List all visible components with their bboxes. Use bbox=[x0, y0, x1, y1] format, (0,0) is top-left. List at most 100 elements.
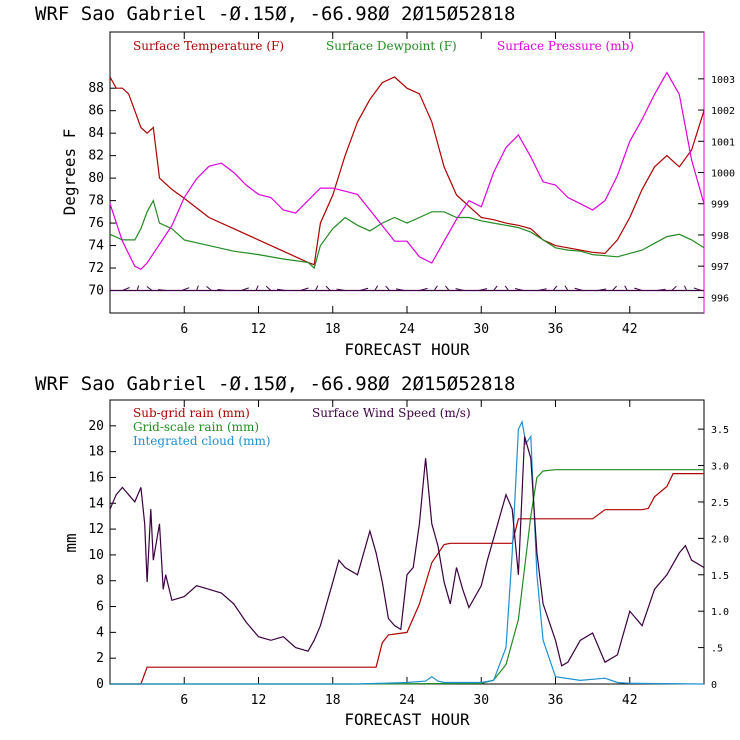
wind-barb bbox=[478, 288, 488, 292]
y-tick-label: 0 bbox=[96, 677, 104, 692]
y-tick-label: 16 bbox=[88, 470, 104, 485]
wind-barb bbox=[624, 285, 628, 291]
y2-tick-label: 2.5 bbox=[711, 498, 729, 509]
x-tick-label: 42 bbox=[622, 693, 638, 708]
y-tick-label: 76 bbox=[88, 216, 104, 231]
legend-pressure: Surface Pressure (mb) bbox=[497, 39, 634, 53]
y2-ticks: 0 .5 1.0 1.5 2.0 2.5 3.0 3.5 bbox=[698, 425, 729, 691]
plot-frame bbox=[109, 31, 705, 314]
y2-ticks: 996 997 998 999 1000 1001 1002 1003 bbox=[698, 75, 735, 304]
wind-barb bbox=[255, 285, 259, 291]
wind-barb bbox=[433, 285, 438, 291]
y-tick-label: 86 bbox=[88, 104, 104, 119]
wind-barb bbox=[265, 285, 272, 291]
wind-barb bbox=[146, 286, 153, 291]
y-tick-label: 84 bbox=[88, 126, 104, 141]
y-tick-label: 78 bbox=[88, 194, 104, 209]
y2-tick-label: 997 bbox=[711, 262, 729, 273]
x-tick-label: 30 bbox=[473, 693, 489, 708]
x-ticks: 6 12 18 24 30 36 42 bbox=[180, 32, 638, 337]
gridscale-rain-line bbox=[110, 469, 704, 685]
subgrid-rain-line bbox=[110, 473, 704, 685]
x-tick-label: 12 bbox=[251, 322, 267, 337]
x-tick-label: 6 bbox=[180, 693, 188, 708]
wind-barb bbox=[612, 285, 617, 291]
wind-barb bbox=[597, 288, 607, 292]
wind-barb bbox=[538, 288, 547, 292]
x-axis-label: FORECAST HOUR bbox=[344, 710, 470, 729]
wind-barb bbox=[336, 288, 346, 292]
wind-barb bbox=[504, 285, 509, 291]
chart-title: WRF Sao Gabriel -Ø.15Ø, -66.98Ø 2Ø15Ø528… bbox=[35, 373, 515, 395]
y2-tick-label: 998 bbox=[711, 231, 729, 242]
x-axis-label: FORECAST HOUR bbox=[344, 340, 470, 359]
y2-tick-label: 1000 bbox=[711, 169, 735, 180]
y-tick-label: 4 bbox=[96, 625, 104, 640]
wind-barb bbox=[158, 289, 167, 292]
y-ticks: 0 2 4 6 8 10 12 14 16 18 20 bbox=[88, 419, 116, 692]
y2-tick-label: 1.0 bbox=[711, 607, 729, 618]
y-tick-label: 12 bbox=[88, 522, 104, 537]
wind-barb bbox=[693, 287, 702, 291]
y-axis-label: Degrees F bbox=[60, 129, 79, 216]
y-tick-label: 18 bbox=[88, 445, 104, 460]
y2-tick-label: 3.0 bbox=[711, 462, 729, 473]
wind-barb bbox=[493, 285, 498, 291]
wind-barb bbox=[419, 287, 428, 292]
wind-barb bbox=[181, 287, 190, 291]
x-ticks: 6 12 18 24 30 36 42 bbox=[180, 400, 638, 708]
pressure-line bbox=[109, 71, 705, 271]
integrated-cloud-line bbox=[110, 419, 705, 685]
chart-title: WRF Sao Gabriel -Ø.15Ø, -66.98Ø 2Ø15Ø528… bbox=[35, 3, 515, 25]
x-tick-label: 18 bbox=[325, 322, 341, 337]
y-tick-label: 8 bbox=[96, 574, 104, 589]
wind-barb bbox=[374, 285, 379, 291]
wind-barb bbox=[574, 287, 583, 292]
y-tick-label: 6 bbox=[96, 600, 104, 615]
y-tick-label: 20 bbox=[88, 419, 104, 434]
y2-tick-label: 1.5 bbox=[711, 571, 729, 582]
wind-barb bbox=[552, 285, 558, 291]
x-tick-label: 6 bbox=[180, 322, 188, 337]
y-tick-label: 10 bbox=[88, 548, 104, 563]
wind-barb bbox=[196, 285, 199, 291]
meteogram-temperature-panel: WRF Sao Gabriel -Ø.15Ø, -66.98Ø 2Ø15Ø528… bbox=[35, 3, 735, 359]
y2-tick-label: 0 bbox=[711, 680, 717, 691]
wind-barb bbox=[564, 285, 569, 291]
dewpoint-line bbox=[109, 199, 705, 270]
series-lines bbox=[109, 71, 705, 292]
y-tick-label: 74 bbox=[88, 239, 104, 254]
wind-barb bbox=[300, 287, 309, 291]
legend-wind-speed: Surface Wind Speed (m/s) bbox=[312, 406, 471, 420]
wind-barb bbox=[634, 287, 643, 291]
legend-temperature: Surface Temperature (F) bbox=[133, 39, 284, 53]
wind-barb bbox=[136, 285, 140, 291]
y2-tick-label: 1002 bbox=[711, 106, 735, 117]
wind-barb bbox=[656, 288, 666, 292]
wind-barb bbox=[276, 288, 286, 292]
x-tick-label: 12 bbox=[251, 693, 267, 708]
y2-tick-label: 3.5 bbox=[711, 425, 729, 436]
wind-barb bbox=[514, 287, 524, 292]
wind-barb bbox=[445, 285, 450, 291]
wind-barb bbox=[206, 285, 212, 291]
wind-barb bbox=[385, 285, 391, 291]
wind-barb bbox=[359, 287, 369, 292]
wind-barb bbox=[122, 287, 130, 291]
y-tick-label: 14 bbox=[88, 496, 104, 511]
y2-tick-label: 1001 bbox=[711, 137, 735, 148]
y-ticks: 70 72 74 76 78 80 82 84 86 88 bbox=[88, 81, 116, 299]
y-tick-label: 2 bbox=[96, 651, 104, 666]
y2-tick-label: 996 bbox=[711, 293, 729, 304]
y2-tick-label: .5 bbox=[711, 644, 723, 655]
y-tick-label: 70 bbox=[88, 284, 104, 299]
wind-barb bbox=[241, 287, 249, 291]
x-tick-label: 36 bbox=[548, 693, 564, 708]
wind-barb bbox=[671, 285, 677, 291]
legend-gridscale-rain: Grid-scale rain (mm) bbox=[133, 420, 259, 434]
x-tick-label: 24 bbox=[399, 322, 415, 337]
x-tick-label: 18 bbox=[325, 693, 341, 708]
wind-barb bbox=[395, 288, 405, 292]
y2-tick-label: 1003 bbox=[711, 75, 735, 86]
